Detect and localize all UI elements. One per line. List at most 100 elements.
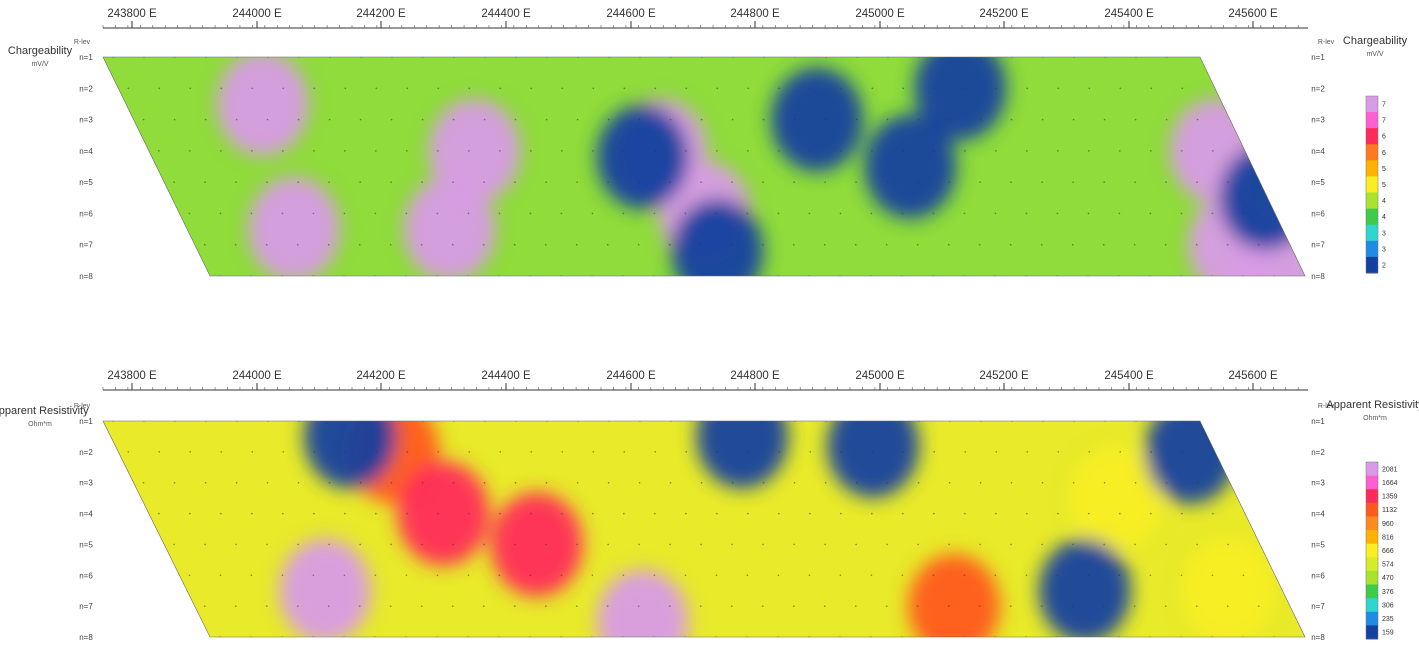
data-point bbox=[716, 87, 719, 90]
data-point bbox=[1071, 605, 1074, 607]
data-point bbox=[436, 574, 439, 577]
data-point bbox=[793, 181, 795, 183]
colorbar-swatch bbox=[1366, 112, 1378, 129]
data-point bbox=[1150, 150, 1152, 152]
data-point bbox=[561, 150, 563, 152]
data-point bbox=[1149, 574, 1152, 577]
anomaly bbox=[1069, 446, 1162, 551]
colorbar-swatch bbox=[1366, 208, 1378, 226]
x-tick-label: 244400 E bbox=[481, 8, 531, 20]
data-point bbox=[483, 118, 486, 121]
data-point bbox=[343, 212, 346, 215]
data-point bbox=[467, 574, 470, 577]
data-point bbox=[747, 512, 749, 515]
data-point bbox=[251, 150, 253, 152]
data-point bbox=[498, 212, 501, 215]
data-point bbox=[498, 275, 500, 276]
data-point bbox=[1009, 605, 1012, 607]
data-point bbox=[731, 118, 734, 121]
data-point bbox=[282, 87, 285, 90]
data-point bbox=[343, 275, 345, 276]
data-point bbox=[1180, 636, 1182, 637]
data-point bbox=[1040, 605, 1043, 607]
data-point bbox=[653, 275, 655, 276]
colorbar-swatch bbox=[1366, 128, 1378, 145]
data-point bbox=[871, 87, 874, 90]
data-point bbox=[777, 574, 780, 577]
data-point bbox=[654, 451, 657, 453]
data-point bbox=[1119, 451, 1122, 453]
data-point bbox=[452, 181, 454, 183]
data-point bbox=[840, 150, 842, 152]
data-point bbox=[452, 543, 454, 546]
data-point bbox=[250, 275, 252, 276]
data-point bbox=[622, 574, 625, 577]
data-point bbox=[964, 87, 967, 90]
depth-header-left: R-lev bbox=[74, 403, 91, 410]
data-point bbox=[1119, 150, 1121, 152]
data-point bbox=[995, 512, 997, 515]
anomaly bbox=[596, 105, 689, 210]
anomaly bbox=[403, 177, 496, 276]
data-point bbox=[390, 543, 392, 546]
data-point bbox=[855, 118, 858, 121]
data-point bbox=[297, 181, 299, 183]
data-point bbox=[637, 605, 640, 607]
data-point bbox=[1103, 481, 1106, 484]
x-tick-label: 243800 E bbox=[107, 370, 157, 382]
data-point bbox=[142, 481, 145, 484]
data-point bbox=[297, 481, 300, 484]
data-point bbox=[358, 243, 361, 246]
anomaly bbox=[864, 114, 957, 219]
data-point bbox=[406, 512, 408, 515]
data-point bbox=[623, 512, 625, 515]
data-point bbox=[421, 481, 424, 484]
data-point bbox=[374, 212, 377, 215]
data-point bbox=[468, 451, 471, 453]
colorbar-swatch bbox=[1366, 502, 1378, 517]
data-point bbox=[545, 481, 548, 484]
data-point bbox=[312, 574, 315, 577]
data-point bbox=[1041, 118, 1044, 121]
data-point bbox=[281, 275, 283, 276]
data-point bbox=[902, 512, 904, 515]
data-point bbox=[297, 543, 299, 546]
data-point bbox=[1040, 243, 1043, 246]
data-point bbox=[282, 512, 284, 515]
data-point bbox=[607, 543, 609, 546]
data-point bbox=[127, 87, 130, 90]
data-point bbox=[653, 574, 656, 577]
data-point bbox=[994, 574, 997, 577]
colorbar-label: 816 bbox=[1382, 534, 1394, 541]
data-point bbox=[1273, 275, 1275, 276]
colorbar-swatch bbox=[1366, 557, 1378, 572]
data-point bbox=[824, 181, 826, 183]
data-point bbox=[871, 451, 874, 453]
data-point bbox=[1071, 243, 1074, 246]
data-point bbox=[963, 636, 965, 637]
data-point bbox=[901, 636, 903, 637]
colorbar-label: 1664 bbox=[1382, 480, 1398, 487]
data-point bbox=[1119, 512, 1121, 515]
x-tick-label: 244800 E bbox=[730, 8, 780, 20]
data-point bbox=[1150, 451, 1153, 453]
data-point bbox=[793, 481, 796, 484]
data-point bbox=[685, 451, 688, 453]
data-point bbox=[637, 243, 640, 246]
data-point bbox=[809, 451, 812, 453]
data-point bbox=[560, 636, 562, 637]
data-point bbox=[746, 636, 748, 637]
data-point bbox=[1009, 243, 1012, 246]
colorbar-label: 4 bbox=[1382, 198, 1386, 205]
data-point bbox=[1149, 275, 1151, 276]
data-point bbox=[375, 87, 378, 90]
data-point bbox=[1088, 512, 1090, 515]
data-point bbox=[327, 605, 330, 607]
level-label-left: n=5 bbox=[79, 540, 93, 549]
data-point bbox=[328, 118, 331, 121]
data-point bbox=[498, 574, 501, 577]
data-point bbox=[731, 543, 733, 546]
data-point bbox=[592, 150, 594, 152]
data-point bbox=[344, 150, 346, 152]
data-point bbox=[374, 574, 377, 577]
